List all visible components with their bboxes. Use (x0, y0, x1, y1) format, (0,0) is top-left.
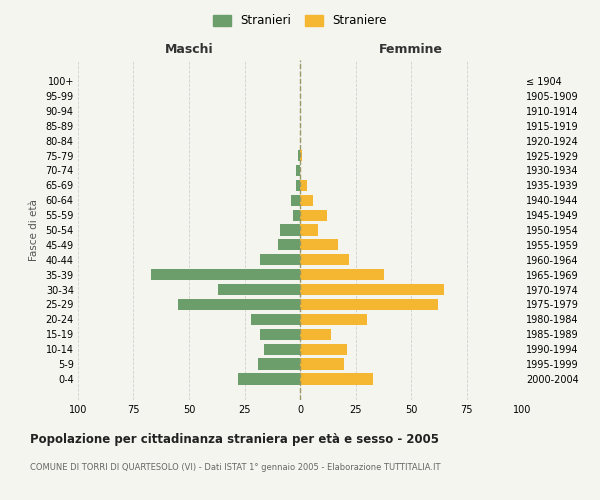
Bar (300, 180, 307, 191)
Bar (300, 210, 326, 220)
Bar (300, 344, 347, 355)
Bar (265, 344, 300, 355)
Bar (278, 240, 300, 250)
Bar (300, 299, 437, 310)
Bar (258, 358, 300, 370)
Bar (238, 374, 300, 384)
Text: Femmine: Femmine (379, 42, 443, 56)
Bar (300, 284, 445, 295)
Bar (300, 194, 313, 206)
Y-axis label: Fasce di età: Fasce di età (29, 199, 38, 261)
Legend: Stranieri, Straniere: Stranieri, Straniere (209, 11, 391, 31)
Bar (260, 254, 300, 266)
Text: Maschi: Maschi (164, 42, 214, 56)
Bar (298, 150, 300, 161)
Bar (178, 299, 300, 310)
Bar (300, 358, 344, 370)
Bar (291, 194, 300, 206)
Text: Popolazione per cittadinanza straniera per età e sesso - 2005: Popolazione per cittadinanza straniera p… (30, 432, 439, 446)
Bar (300, 240, 338, 250)
Bar (300, 224, 318, 235)
Bar (260, 328, 300, 340)
Text: COMUNE DI TORRI DI QUARTESOLO (VI) - Dati ISTAT 1° gennaio 2005 - Elaborazione T: COMUNE DI TORRI DI QUARTESOLO (VI) - Dat… (30, 463, 440, 472)
Bar (218, 284, 300, 295)
Bar (300, 269, 385, 280)
Bar (293, 210, 300, 220)
Bar (151, 269, 300, 280)
Bar (296, 165, 300, 176)
Bar (300, 150, 302, 161)
Bar (280, 224, 300, 235)
Bar (251, 314, 300, 325)
Bar (300, 314, 367, 325)
Bar (300, 254, 349, 266)
Bar (300, 328, 331, 340)
Bar (300, 374, 373, 384)
Bar (296, 180, 300, 191)
